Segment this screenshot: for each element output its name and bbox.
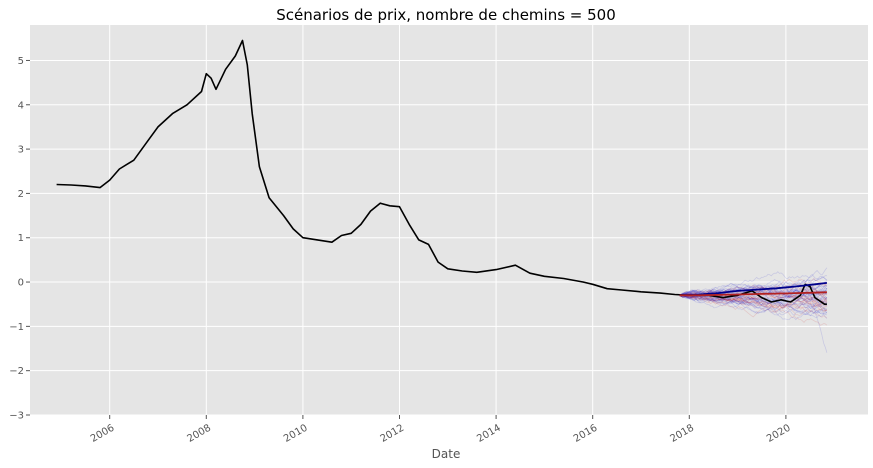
history-line [56, 39, 827, 305]
series-lines [56, 39, 828, 305]
scenario-path [679, 293, 828, 326]
scenario-path [679, 284, 828, 303]
scenario-path [679, 284, 828, 298]
scenario-path [679, 292, 828, 316]
plot-area [30, 25, 868, 415]
scenario-path [679, 294, 828, 310]
chart-title: Scénarios de prix, nombre de chemins = 5… [276, 6, 616, 24]
scenario-path [679, 294, 828, 319]
x-tick-label: 2020 [765, 423, 793, 445]
x-tick-label: 2012 [379, 423, 407, 445]
scenario-path [679, 294, 828, 315]
y-tick-label: 1 [18, 233, 24, 244]
x-tick-label: 2010 [282, 423, 310, 445]
y-tick-label: −1 [9, 322, 24, 333]
scenario-path [679, 294, 828, 318]
y-axis: 5 4 3 2 1 0 −1 −2 −3 [9, 56, 30, 422]
y-tick-label: 3 [18, 145, 24, 156]
scenario-path [679, 293, 828, 312]
scenario-path [679, 277, 828, 297]
scenario-path [679, 290, 828, 306]
scenario-upper-line [679, 282, 828, 297]
x-tick-label: 2018 [668, 423, 696, 445]
scenario-path [679, 294, 827, 306]
scenario-path [679, 294, 828, 310]
x-tick-label: 2008 [185, 423, 213, 445]
x-tick-label: 2016 [572, 423, 600, 445]
scenario-path [679, 293, 828, 310]
y-tick-label: 0 [18, 278, 24, 289]
scenario-path [679, 284, 828, 306]
scenario-path [679, 291, 828, 303]
scenario-path [679, 277, 828, 296]
scenario-path [679, 291, 828, 308]
x-axis-label: Date [432, 447, 461, 461]
scenario-path [679, 294, 828, 315]
scenario-path [679, 293, 828, 311]
scenario-path [679, 288, 827, 307]
y-tick-label: 2 [18, 189, 24, 200]
scenario-mean-line [679, 291, 827, 297]
y-tick-label: −3 [9, 411, 24, 422]
x-tick-label: 2014 [475, 423, 503, 445]
y-tick-label: 4 [18, 100, 24, 111]
scenario-path [679, 292, 827, 312]
scenario-path [679, 292, 828, 316]
scenario-path [679, 293, 828, 316]
grid-lines [30, 25, 868, 416]
scenario-path [679, 290, 828, 305]
y-tick-label: 5 [18, 56, 24, 67]
y-tick-label: −2 [9, 366, 24, 377]
scenario-path [679, 293, 828, 309]
x-tick-label: 2006 [89, 423, 117, 445]
x-axis: 2006 2008 2010 2012 2014 2016 2018 2020 [89, 415, 793, 445]
